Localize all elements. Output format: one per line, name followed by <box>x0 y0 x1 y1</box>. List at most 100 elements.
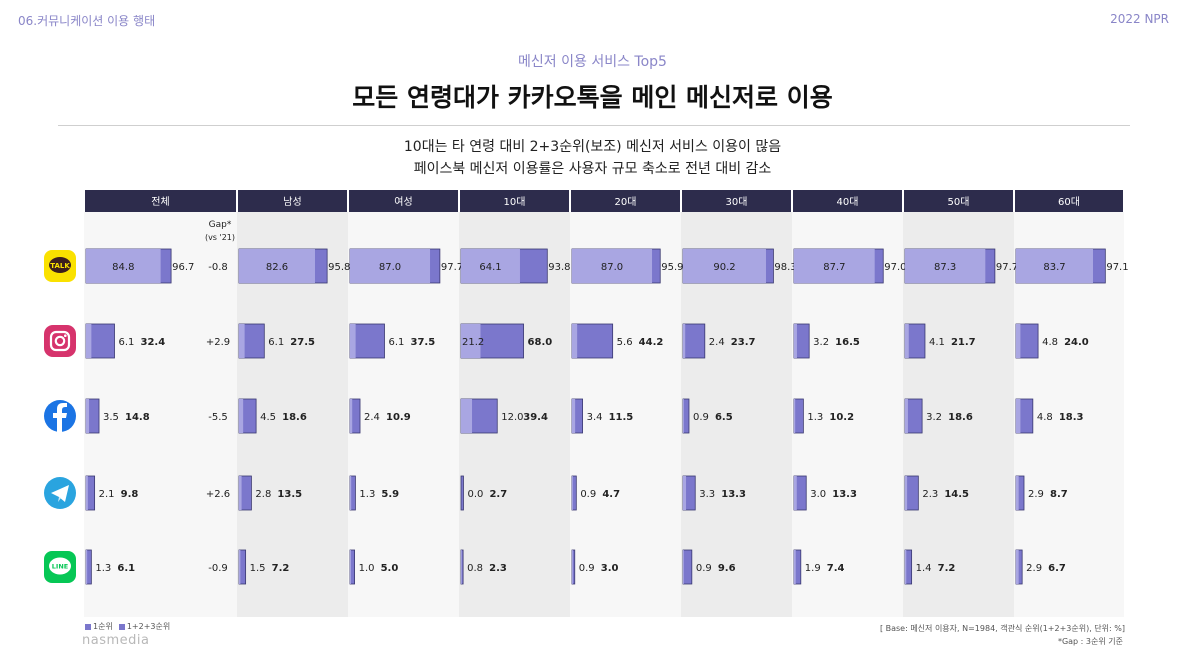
bar-first <box>1016 249 1094 283</box>
bar-first-label: 3.4 <box>587 412 603 423</box>
bar-first <box>905 324 909 358</box>
column-header-cell <box>682 190 791 212</box>
bar-total-label: 9.8 <box>121 489 139 500</box>
bar-first-label: 1.3 <box>807 412 823 423</box>
bar-first-label: 3.2 <box>813 337 829 348</box>
bar-total-label: 11.5 <box>609 412 634 423</box>
description-line-2: 페이스북 메신저 이용률은 사용자 규모 축소로 전년 대비 감소 <box>413 161 772 177</box>
bar-total-label: 18.6 <box>948 412 973 423</box>
legend-swatch-first <box>85 623 91 630</box>
bar-total-label: 4.7 <box>602 489 620 500</box>
bar-total-label: 5.9 <box>381 489 399 500</box>
bar-first-label: 3.2 <box>926 412 942 423</box>
column-header-cell <box>793 190 902 212</box>
bar-first <box>905 476 908 510</box>
bar-first-label: 2.1 <box>99 489 115 500</box>
facebook-icon-f <box>53 403 67 432</box>
bar-first <box>461 399 473 433</box>
bar-total-label: 6.1 <box>117 563 135 574</box>
bar-first <box>350 324 356 358</box>
bar-total-label: 13.5 <box>277 489 302 500</box>
bar-first <box>86 249 161 283</box>
bar-total-label: 24.0 <box>1064 337 1089 348</box>
bar-first-label: 3.3 <box>699 489 715 500</box>
bar-first <box>86 476 88 510</box>
gap-value: -0.9 <box>208 563 228 574</box>
bar-first-label: 1.4 <box>916 563 932 574</box>
legend-item-first: 1순위 <box>85 621 113 632</box>
bar-first-label: 83.7 <box>1043 262 1065 273</box>
bar-first <box>86 399 90 433</box>
column-header-label: 전체 <box>151 196 169 208</box>
gap-header: Gap* <box>209 220 232 230</box>
bar-first <box>350 249 431 283</box>
bar-total-label: 10.2 <box>829 412 854 423</box>
bar-first-label: 2.9 <box>1028 489 1044 500</box>
bar-first <box>86 324 92 358</box>
bar-first-label: 64.1 <box>479 262 501 273</box>
bar-first <box>683 550 684 584</box>
bar-first <box>239 249 315 283</box>
bar-first <box>239 550 241 584</box>
instagram-icon-bg <box>44 325 76 357</box>
facebook-messenger-icon <box>44 400 76 432</box>
bar-total <box>682 549 693 585</box>
bar-first <box>239 324 245 358</box>
bar-first-label: 1.3 <box>359 489 375 500</box>
gap-header-sub: (vs '21) <box>205 233 235 242</box>
bar-first-label: 87.3 <box>934 262 956 273</box>
bar-total-label: 44.2 <box>639 337 664 348</box>
bar-first <box>350 476 352 510</box>
bar-first-label: 0.9 <box>693 412 709 423</box>
instagram-icon-lens <box>54 335 66 347</box>
bar-first <box>572 550 573 584</box>
bar-total-label: 18.6 <box>282 412 307 423</box>
bar-total <box>460 475 464 511</box>
instagram-icon-frame <box>49 330 71 352</box>
bar-total-label: 97.7 <box>996 262 1018 273</box>
bar-first <box>794 324 797 358</box>
bar-total-label: 93.8 <box>548 262 570 273</box>
title-divider <box>58 125 1130 126</box>
bar-first <box>461 249 520 283</box>
bar-total-label: 27.5 <box>290 337 315 348</box>
bar-first-label: 5.6 <box>617 337 633 348</box>
bar-first-label: 6.1 <box>268 337 284 348</box>
description-line-1: 10대는 타 연령 대비 2+3순위(보조) 메신저 서비스 이용이 많음 <box>403 139 782 155</box>
bar-total-label: 23.7 <box>731 337 756 348</box>
bar-total-label: 96.7 <box>172 262 194 273</box>
bar-first <box>683 324 686 358</box>
bar-first-label: 2.4 <box>709 337 725 348</box>
bar-total-label: 3.0 <box>601 563 619 574</box>
bar-first <box>1016 324 1021 358</box>
column-header-cell <box>85 190 236 212</box>
section-label: 06.커뮤니케이션 이용 행태 <box>18 14 156 28</box>
legend-swatch-total <box>118 623 125 630</box>
base-note: [ Base: 메신저 이용자, N=1984, 객관식 순위(1+2+3순위)… <box>879 624 1125 633</box>
bar-first-label: 0.9 <box>579 563 595 574</box>
bar-first <box>461 324 481 358</box>
bar-total-label: 13.3 <box>832 489 857 500</box>
bar-total-label: 7.2 <box>938 563 956 574</box>
column-header-cell <box>904 190 1013 212</box>
brand-logo: nasmedia <box>82 633 150 648</box>
bar-first-label: 4.8 <box>1037 412 1053 423</box>
gap-value: +2.6 <box>206 489 230 500</box>
bar-first <box>350 550 351 584</box>
gap-note: *Gap : 3순위 기준 <box>1057 637 1123 646</box>
bar-first-label: 0.8 <box>467 563 483 574</box>
bar-total-label: 97.0 <box>884 262 906 273</box>
bar-total-label: 18.3 <box>1059 412 1084 423</box>
legend-item-total: 1+2+3순위 <box>118 621 170 632</box>
bar-first-label: 4.1 <box>929 337 945 348</box>
bar-first <box>572 399 576 433</box>
bar-first <box>794 550 796 584</box>
bar-first-label: 2.9 <box>1026 563 1042 574</box>
instagram-icon-dot <box>64 334 67 338</box>
bar-first <box>794 476 797 510</box>
bar-total <box>571 323 614 359</box>
bar-total-label: 32.4 <box>141 337 166 348</box>
chart-legend: 1순위 1+2+3순위 <box>85 621 170 632</box>
bar-total-label: 8.7 <box>1050 489 1068 500</box>
